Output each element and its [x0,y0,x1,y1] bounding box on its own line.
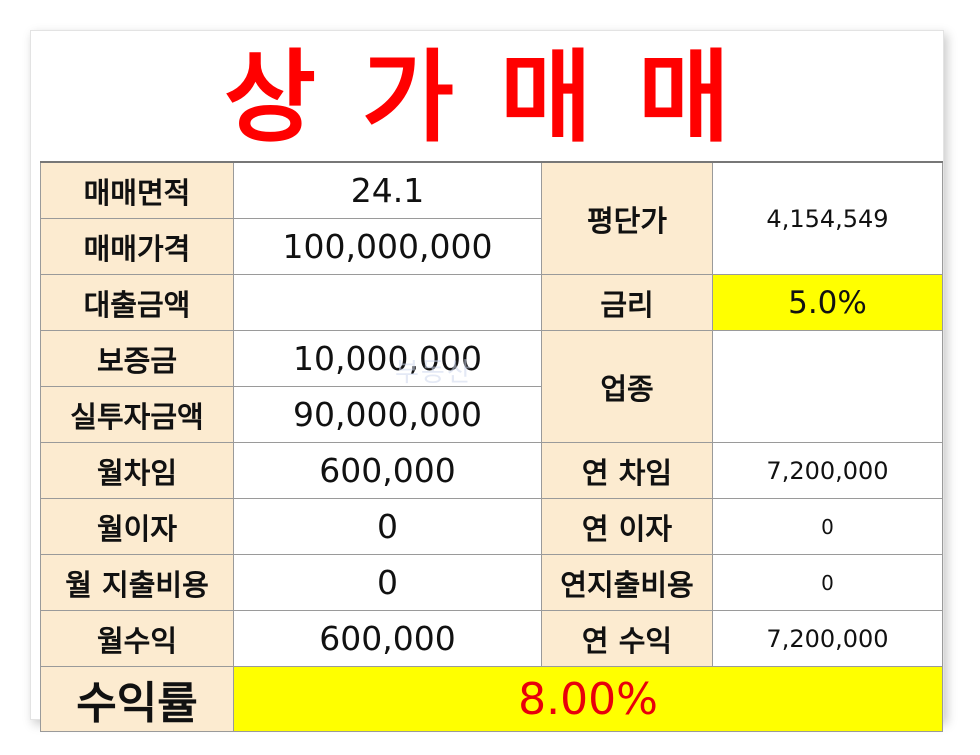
deposit-value[interactable]: 10,000,000 [233,330,542,387]
table-row: 월이자 0 연 이자 0 [40,498,943,555]
annual-income-label: 연 수익 [541,610,713,667]
unit-price-label: 평단가 [541,161,713,275]
annual-expense-label: 연지출비용 [541,554,713,611]
table-row: 실투자금액 90,000,000 [40,386,943,443]
area-value[interactable]: 24.1 [233,161,542,219]
monthly-expense-label: 월 지출비용 [40,554,234,611]
business-label: 업종 [541,330,713,443]
monthly-income-value[interactable]: 600,000 [233,610,542,667]
table-row: 월차임 600,000 연 차임 7,200,000 [40,442,943,499]
annual-income-value[interactable]: 7,200,000 [712,610,943,667]
deposit-label: 보증금 [40,330,234,387]
unit-price-value[interactable]: 4,154,549 [712,161,943,275]
invest-label: 실투자금액 [40,386,234,443]
table-row: 매매면적 24.1 평단가 4,154,549 [40,161,943,275]
price-label: 매매가격 [40,218,234,275]
rate-value[interactable]: 5.0% [712,274,943,331]
area-label: 매매면적 [40,161,234,219]
table-row: 매매가격 100,000,000 [40,218,943,275]
table-row: 수익률 8.00% [40,666,943,732]
table-row: 월 지출비용 0 연지출비용 0 [40,554,943,611]
invest-value[interactable]: 90,000,000 [233,386,542,443]
monthly-rent-label: 월차임 [40,442,234,499]
price-value[interactable]: 100,000,000 [233,218,542,275]
monthly-rent-value[interactable]: 600,000 [233,442,542,499]
table-row: 월수익 600,000 연 수익 7,200,000 [40,610,943,667]
rate-label: 금리 [541,274,713,331]
table-row: 보증금 10,000,000 업종 [40,330,943,443]
loan-value[interactable] [233,274,542,331]
annual-rent-label: 연 차임 [541,442,713,499]
monthly-interest-value[interactable]: 0 [233,498,542,555]
monthly-interest-label: 월이자 [40,498,234,555]
annual-expense-value[interactable]: 0 [712,554,943,611]
annual-interest-value[interactable]: 0 [712,498,943,555]
page-title: 상가매매 [224,39,776,156]
monthly-income-label: 월수익 [40,610,234,667]
monthly-expense-value[interactable]: 0 [233,554,542,611]
annual-rent-value[interactable]: 7,200,000 [712,442,943,499]
table-row: 대출금액 금리 5.0% [40,274,943,331]
yield-label: 수익률 [40,666,234,732]
property-sale-table: 매매면적 24.1 평단가 4,154,549 매매가격 100,000,000… [40,161,943,732]
annual-interest-label: 연 이자 [541,498,713,555]
loan-label: 대출금액 [40,274,234,331]
yield-value[interactable]: 8.00% [233,666,943,732]
business-value[interactable] [712,330,943,443]
